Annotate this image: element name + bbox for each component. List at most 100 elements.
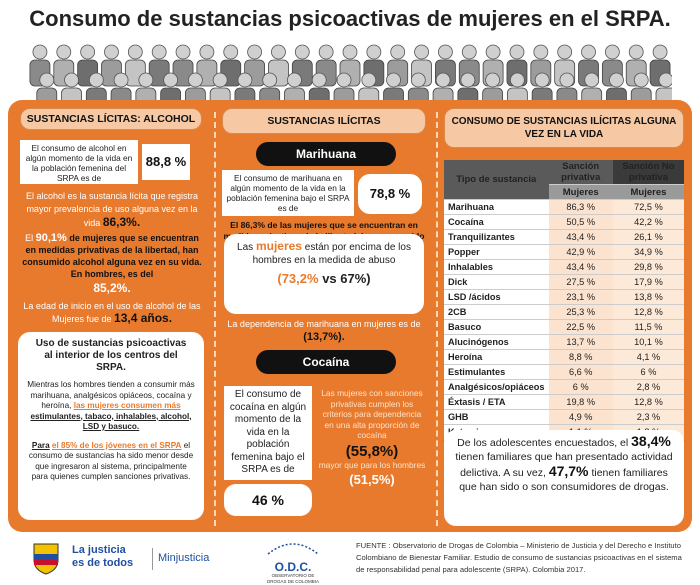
cocaina-dependence: Las mujeres con sanciones privativas cum… [318, 388, 426, 487]
page-title: Consumo de sustancias psicoactivas de mu… [29, 6, 671, 31]
alcohol-p1: El alcohol es la sustancia lícita que re… [22, 190, 202, 230]
person-figure [244, 44, 265, 87]
value-privativa: 19,8 % [548, 394, 613, 410]
family-value-1: 38,4% [631, 433, 671, 449]
value-privativa: 8,8 % [548, 349, 613, 365]
table-row: GHB 4,9 % 2,3 % [444, 409, 684, 425]
interior-p1-text: Mientras los hombres tienden a consumir … [27, 380, 195, 410]
value-privativa: 42,9 % [548, 244, 613, 260]
logo-separator [152, 548, 153, 570]
value-no-privativa: 10,1 % [612, 334, 684, 350]
family-text-1: De los adolescentes encuestados, el [457, 437, 629, 449]
justicia-logo-line1: La justicia [72, 544, 126, 556]
interior-p2: Para el 85% de los jóvenes en el SRPA el… [26, 441, 196, 483]
odc-logo-text: O.D.C. [274, 560, 312, 574]
table-row: Estimulantes 6,6 % 6 % [444, 364, 684, 380]
value-privativa: 22,5 % [548, 319, 613, 335]
column-divider [436, 112, 438, 526]
value-no-privativa: 26,1 % [612, 229, 684, 245]
value-privativa: 43,4 % [548, 229, 613, 245]
value-no-privativa: 12,8 % [612, 394, 684, 410]
col-nopriv-header: Sanción No privativa [612, 160, 684, 185]
marihuana-dependence: La dependencia de marihuana en mujeres e… [222, 318, 426, 344]
alcohol-stat-text: El consumo de alcohol en algún momento d… [20, 140, 138, 184]
col-nopriv-sub: Mujeres [612, 184, 684, 200]
alcohol-p2-value: 85,2%. [93, 281, 131, 295]
value-privativa: 86,3 % [548, 199, 613, 215]
cocaina-stat-text: El consumo de cocaína en algún momento d… [224, 386, 312, 480]
substance-name: Marihuana [444, 199, 549, 215]
justicia-logo: La justicia es de todos [72, 544, 152, 570]
value-no-privativa: 12,8 % [612, 304, 684, 320]
col-priv-sub: Mujeres [548, 184, 613, 200]
family-value-2: 47,7% [548, 463, 589, 479]
crowd-illustration [28, 36, 672, 108]
interior-p2-text: el consumo de sustancias ha sido menor d… [28, 440, 194, 482]
cocaina-label: Cocaína [256, 350, 396, 374]
marihuana-abuse-men: 67%) [340, 271, 371, 286]
table-row: LSD /ácidos 23,1 % 13,8 % [444, 289, 684, 305]
value-privativa: 6,6 % [548, 364, 613, 380]
marihuana-abuse-rest: están por encima de los hombres en la me… [252, 242, 411, 266]
value-privativa: 13,7 % [548, 334, 613, 350]
marihuana-abuse-pre: Las [237, 242, 254, 253]
column-divider [214, 112, 216, 526]
table-row: 2CB 25,3 % 12,8 % [444, 304, 684, 320]
substance-name: 2CB [444, 304, 549, 320]
value-no-privativa: 2,3 % [612, 409, 684, 425]
value-no-privativa: 42,2 % [612, 214, 684, 230]
value-no-privativa: 11,5 % [612, 319, 684, 335]
cocaina-dependence-men: (51,5%) [349, 472, 395, 487]
ilicitas-header: SUSTANCIAS ILÍCITAS [222, 108, 426, 134]
substance-name: Estimulantes [444, 364, 549, 380]
alcohol-p2-pre: El [25, 233, 34, 243]
table-row: Tranquilizantes 43,4 % 26,1 % [444, 229, 684, 245]
alcohol-p3-value: 13,4 años. [114, 311, 173, 325]
interior-box: Uso de sustancias psicoactivas al interi… [18, 332, 204, 520]
table-header: CONSUMO DE SUSTANCIAS ILÍCITAS ALGUNA VE… [444, 108, 684, 148]
value-privativa: 50,5 % [548, 214, 613, 230]
cocaina-dependence-mid: mayor que para los hombres [318, 459, 426, 470]
minjusticia-logo: Minjusticia [158, 552, 210, 564]
substances-table: Tipo de sustancia Sanción privativa Sanc… [444, 160, 684, 440]
substance-name: Inhalables [444, 259, 549, 275]
table-row: Basuco 22,5 % 11,5 % [444, 319, 684, 335]
person-figure [29, 44, 51, 87]
value-no-privativa: 2,8 % [612, 379, 684, 395]
table-row: Éxtasis / ETA 19,8 % 12,8 % [444, 394, 684, 410]
interior-p2-pct: el 85% de los jóvenes en el SRPA [51, 440, 182, 450]
marihuana-abuse-text: Las mujeres están por encima de los homb… [230, 240, 418, 267]
interior-p1: Mientras los hombres tienden a consumir … [26, 380, 196, 433]
value-privativa: 4,9 % [548, 409, 613, 425]
value-no-privativa: 29,8 % [612, 259, 684, 275]
table-row: Cocaína 50,5 % 42,2 % [444, 214, 684, 230]
marihuana-dependence-value: (13,7%). [303, 331, 345, 343]
substance-name: LSD /ácidos [444, 289, 549, 305]
alcohol-p3: La edad de inicio en el uso de alcohol d… [22, 300, 202, 325]
table-row: Heroína 8,8 % 4,1 % [444, 349, 684, 365]
value-privativa: 27,5 % [548, 274, 613, 290]
alcohol-p1-text: El alcohol es la sustancia lícita que re… [25, 191, 199, 228]
value-no-privativa: 6 % [612, 364, 684, 380]
interior-p2-pre: Para [31, 440, 50, 450]
interior-p1-highlight: las mujeres consumen más [73, 401, 181, 410]
marihuana-abuse-box: Las mujeres están por encima de los homb… [224, 234, 424, 314]
family-text-2: tienen familiares que han presentado act… [455, 451, 673, 479]
interior-title: Uso de sustancias psicoactivas al interi… [35, 338, 187, 373]
table-row: Inhalables 43,4 % 29,8 % [444, 259, 684, 275]
table-row: Alucinógenos 13,7 % 10,1 % [444, 334, 684, 350]
interior-p1-rest: estimulantes, tabaco, inhalables, alcoho… [30, 411, 192, 432]
alcohol-p3-text: La edad de inicio en el uso de alcohol d… [23, 301, 201, 324]
substance-name: Tranquilizantes [444, 229, 549, 245]
value-privativa: 43,4 % [548, 259, 613, 275]
marihuana-stat-value: 78,8 % [358, 174, 422, 214]
odc-logo-subtext: OBSERVATORIO DE DROGAS DE COLOMBIA [266, 573, 319, 584]
justicia-logo-line2: es de todos [72, 557, 134, 569]
table-row: Dick 27,5 % 17,9 % [444, 274, 684, 290]
substance-name: Alucinógenos [444, 334, 549, 350]
alcohol-header: SUSTANCIAS LÍCITAS: ALCOHOL [20, 108, 202, 130]
value-privativa: 23,1 % [548, 289, 613, 305]
family-box: De los adolescentes encuestados, el 38,4… [444, 430, 684, 526]
marihuana-stat-text: El consumo de marihuana en algún momento… [222, 170, 354, 216]
cocaina-dependence-text: Las mujeres con sanciones privativas cum… [321, 388, 423, 440]
